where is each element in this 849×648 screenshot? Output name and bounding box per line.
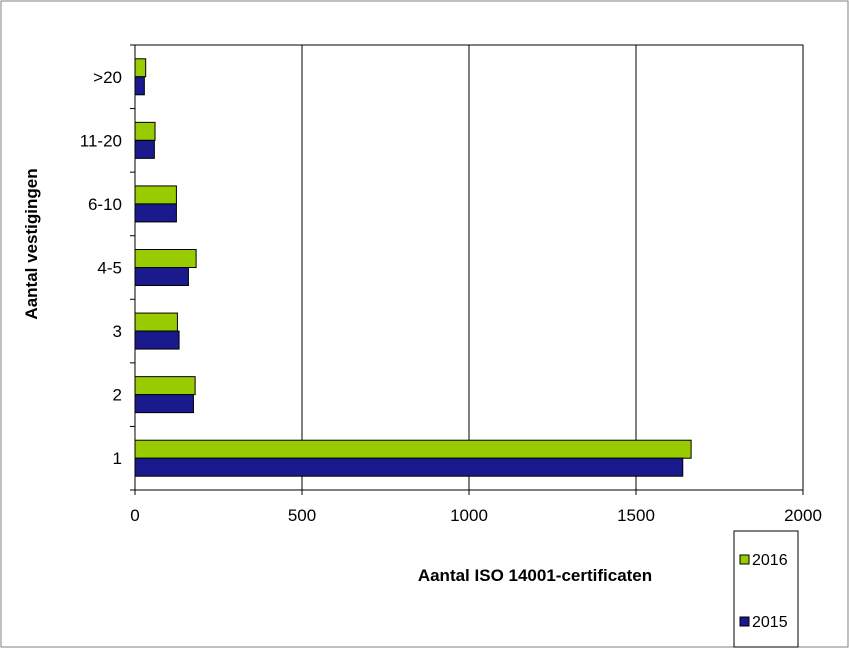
y-tick-label: 1: [113, 449, 122, 468]
y-ticks: 1 2 3 4-5 6-10 11-20 >20: [80, 44, 135, 491]
x-tick-label: 500: [288, 506, 316, 525]
legend-label-2015: 2015: [752, 614, 788, 631]
legend-label-2016: 2016: [752, 552, 788, 569]
gridlines: [301, 45, 637, 490]
bar-2016-3: [134, 312, 178, 332]
legend-swatch-2016: [739, 554, 750, 565]
legend-swatch-2015: [739, 616, 750, 627]
bar-2016-4-5: [134, 249, 197, 268]
x-tick-label: 1500: [617, 506, 655, 525]
bar-2016-11-20: [134, 121, 156, 141]
bar-2015-1: [134, 457, 684, 477]
bar-2016-1: [134, 439, 692, 459]
x-tick-label: 2000: [784, 506, 822, 525]
y-tick-label: 6-10: [88, 195, 122, 214]
legend: 2016 2015: [733, 530, 799, 648]
x-ticks: 0 500 1000 1500 2000: [130, 490, 822, 525]
bar-2015-11-20: [134, 139, 155, 159]
y-tick-label: 3: [113, 322, 122, 341]
y-tick-label: 11-20: [80, 131, 122, 150]
bars: [134, 58, 692, 477]
bar-2015-3: [134, 330, 180, 350]
y-tick-label: 2: [113, 386, 122, 405]
bar-2015-4-5: [134, 267, 189, 286]
bar-2016-6-10: [134, 185, 177, 205]
bar-2016-2: [134, 376, 196, 396]
x-tick-label: 1000: [450, 506, 488, 525]
bar-2015->20: [134, 76, 145, 96]
bar-2016->20: [134, 58, 147, 78]
bar-2015-2: [134, 394, 194, 414]
y-tick-label: 4-5: [97, 259, 122, 278]
legend-box: [733, 530, 799, 648]
bar-2015-6-10: [134, 203, 177, 223]
y-axis-title: Aantal vestigingen: [22, 168, 41, 319]
x-axis-title: Aantal ISO 14001-certificaten: [418, 566, 652, 585]
y-tick-label: >20: [93, 68, 122, 87]
x-tick-label: 0: [130, 506, 139, 525]
